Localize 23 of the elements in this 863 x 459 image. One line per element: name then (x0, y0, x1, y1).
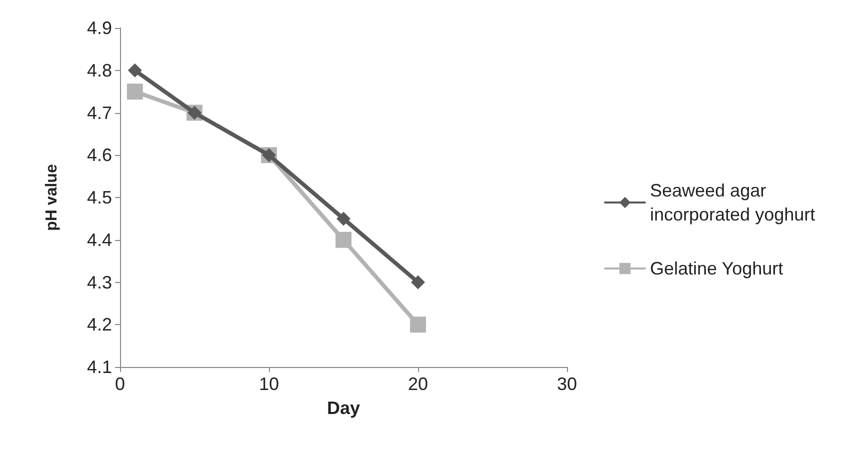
x-axis-title: Day (326, 398, 360, 418)
legend-label: Seaweed agar incorporated yoghurt (650, 180, 816, 224)
y-tick-label: 4.3 (86, 272, 112, 292)
y-tick-label: 4.9 (86, 18, 112, 38)
x-tick-label: 10 (258, 374, 280, 394)
y-tick-label: 4.8 (86, 60, 112, 80)
point (336, 232, 352, 248)
y-tick-label: 4.7 (86, 102, 112, 123)
x-tick-label: 0 (114, 374, 126, 394)
point (411, 275, 425, 290)
y-tick-label: 4.6 (86, 145, 112, 166)
y-tick-label: 4.1 (86, 357, 112, 377)
y-tick-label: 4.2 (86, 314, 112, 335)
point (410, 316, 426, 333)
x-tick-label: 20 (408, 374, 428, 394)
legend-label: Gelatine Yoghurt (650, 258, 784, 278)
x-tick-label: 30 (556, 374, 578, 394)
y-tick-label: 4.5 (86, 188, 112, 208)
y-tick-label: 4.4 (86, 230, 112, 250)
y-axis-title: pH value (44, 164, 60, 231)
point (128, 63, 142, 78)
point (126, 84, 143, 100)
point (336, 212, 350, 226)
